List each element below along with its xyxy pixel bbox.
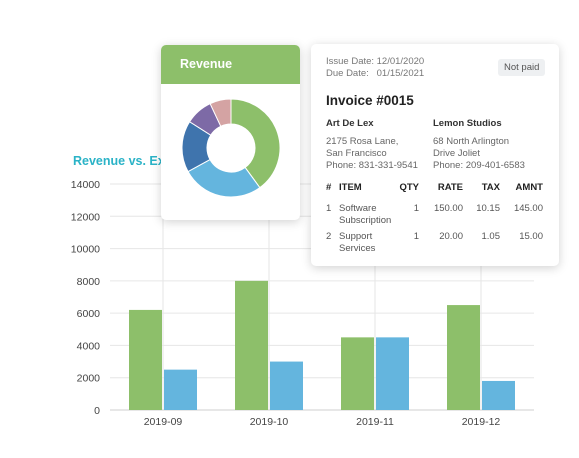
y-tick-label: 14000 (71, 179, 100, 191)
from-address-line1: 2175 Rosa Lane, (326, 136, 399, 147)
y-tick-label: 0 (94, 405, 100, 417)
from-name: Art De Lex (326, 118, 374, 129)
y-tick-label: 2000 (77, 373, 101, 385)
x-tick-label: 2019-12 (462, 416, 501, 428)
bar-series1-2019-10 (235, 280, 268, 410)
invoice-to: Lemon Studios 68 North Arlington Drive J… (433, 118, 525, 172)
column-header-item: ITEM (339, 182, 362, 193)
bar-series2-2019-12 (482, 380, 515, 410)
y-tick-label: 12000 (71, 211, 100, 223)
issue-date-label: Issue Date: (326, 56, 375, 67)
invoice-card: Issue Date: 12/01/2020 Due Date: 01/15/2… (311, 44, 559, 266)
row1-item-line1: Software (339, 203, 377, 214)
row1-index: 1 (326, 203, 332, 214)
due-date-label: Due Date: (326, 68, 369, 79)
revenue-card-title: Revenue (161, 45, 300, 84)
due-date-value: 01/15/2021 (376, 68, 425, 79)
from-address-line2: San Francisco (326, 148, 387, 159)
issue-date-value: 12/01/2020 (376, 56, 425, 67)
row2-item-line1: Support (339, 231, 373, 242)
donut-slice-5 (209, 98, 232, 127)
x-tick-label: 2019-11 (356, 416, 394, 428)
revenue-card: Revenue (161, 45, 300, 220)
x-tick-label: 2019-09 (144, 416, 183, 428)
column-header-rate: RATE (437, 182, 463, 193)
to-phone: Phone: 209-401-6583 (433, 160, 525, 171)
row2-qty: 1 (413, 231, 419, 242)
chart-title: Revenue vs. Exp (73, 154, 173, 168)
x-tick-label: 2019-10 (250, 416, 289, 428)
row2-amnt: 15.00 (519, 231, 543, 242)
row2-tax: 1.05 (481, 231, 501, 242)
to-address-line2: Drive Joliet (433, 148, 480, 159)
status-badge: Not paid (498, 59, 546, 76)
row2-item-line2: Services (339, 243, 376, 254)
column-header-amnt: AMNT (515, 182, 543, 193)
column-header-tax: TAX (481, 182, 500, 193)
bar-series1-2019-09 (129, 309, 162, 410)
bar-series2-2019-10 (270, 361, 303, 410)
row1-qty: 1 (413, 203, 419, 214)
bar-series1-2019-12 (447, 305, 480, 410)
y-tick-label: 6000 (77, 308, 101, 320)
revenue-donut-chart (181, 98, 281, 198)
row1-rate: 150.00 (433, 203, 463, 214)
row2-rate: 20.00 (439, 231, 463, 242)
donut-slice-2 (187, 158, 261, 198)
invoice-number: Invoice #0015 (326, 93, 414, 108)
from-phone: Phone: 831-331-9541 (326, 160, 418, 171)
to-address-line1: 68 North Arlington (433, 136, 510, 147)
issue-date-row: Issue Date: 12/01/2020 (326, 56, 424, 67)
y-tick-label: 8000 (77, 276, 101, 288)
row1-item-line2: Subscription (339, 215, 392, 226)
bar-series2-2019-11 (376, 337, 409, 410)
invoice-from: Art De Lex 2175 Rosa Lane, San Francisco… (326, 118, 418, 172)
y-tick-label: 4000 (77, 340, 101, 352)
row1-tax: 10.15 (476, 203, 500, 214)
bar-series2-2019-09 (164, 369, 197, 410)
row1-amnt: 145.00 (513, 203, 543, 214)
donut-slice-1 (230, 98, 281, 189)
due-date-row: Due Date: 01/15/2021 (326, 68, 424, 79)
bar-series1-2019-11 (341, 337, 374, 410)
row2-index: 2 (326, 231, 332, 242)
column-header-qty: QTY (399, 182, 419, 193)
y-tick-label: 10000 (71, 244, 100, 256)
to-name: Lemon Studios (433, 118, 502, 129)
column-header-index: # (326, 182, 332, 193)
